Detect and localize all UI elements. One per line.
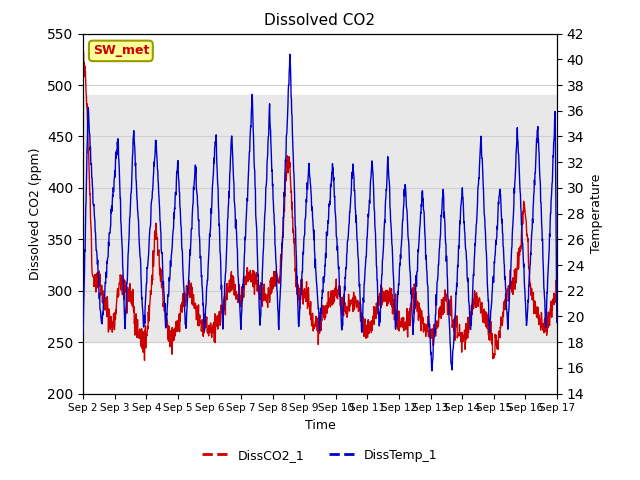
Title: Dissolved CO2: Dissolved CO2 <box>264 13 376 28</box>
Legend: DissCO2_1, DissTemp_1: DissCO2_1, DissTemp_1 <box>197 444 443 467</box>
Y-axis label: Dissolved CO2 (ppm): Dissolved CO2 (ppm) <box>29 147 42 280</box>
Bar <box>83 96 557 342</box>
Text: SW_met: SW_met <box>93 44 149 58</box>
X-axis label: Time: Time <box>305 419 335 432</box>
Y-axis label: Temperature: Temperature <box>590 174 603 253</box>
